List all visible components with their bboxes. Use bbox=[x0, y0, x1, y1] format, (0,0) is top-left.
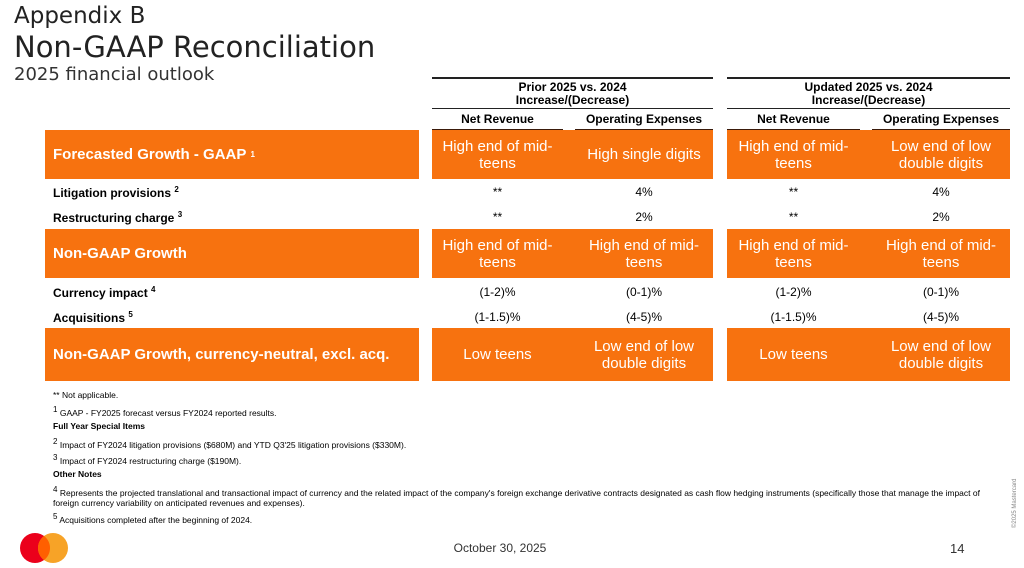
highlight-cell: High end of mid-teens bbox=[442, 137, 553, 172]
highlight-row-label: Non-GAAP Growth bbox=[45, 229, 419, 278]
highlight-cell: Low end of low double digits bbox=[890, 137, 992, 172]
highlight-cell: Low teens bbox=[759, 346, 828, 363]
row-value: (1-2)% bbox=[479, 285, 516, 299]
column-group-header: Prior 2025 vs. 2024 Increase/(Decrease) bbox=[432, 77, 713, 109]
row-label: Currency impact 4 bbox=[53, 285, 156, 300]
mastercard-logo bbox=[20, 533, 68, 563]
row-value: (4-5)% bbox=[625, 310, 662, 324]
page-title: Non-GAAP Reconciliation bbox=[14, 30, 376, 64]
highlight-row-band bbox=[727, 229, 1010, 278]
page-subtitle: 2025 financial outlook bbox=[14, 64, 215, 85]
highlight-cell: High end of mid-teens bbox=[588, 236, 700, 271]
appendix-label: Appendix B bbox=[14, 3, 146, 29]
footnote-4: 4 Represents the projected translational… bbox=[53, 485, 980, 508]
column-header: Net Revenue bbox=[727, 112, 860, 132]
highlight-cell: Low end of low double digits bbox=[593, 337, 695, 372]
row-value: ** bbox=[788, 210, 799, 224]
row-value: ** bbox=[492, 210, 503, 224]
row-value: 4% bbox=[932, 185, 950, 199]
highlight-cell: High end of mid-teens bbox=[885, 236, 997, 271]
row-value: (1-2)% bbox=[775, 285, 812, 299]
column-header: Operating Expenses bbox=[575, 112, 713, 132]
highlight-row-band bbox=[432, 229, 713, 278]
highlight-cell: Low teens bbox=[463, 346, 532, 363]
footnote-2: 2 Impact of FY2024 litigation provisions… bbox=[53, 437, 407, 450]
row-value: 4% bbox=[635, 185, 653, 199]
highlight-row-band bbox=[727, 328, 1010, 381]
row-value: (0-1)% bbox=[625, 285, 662, 299]
row-value: 2% bbox=[635, 210, 653, 224]
footnote-5: 5 Acquisitions completed after the begin… bbox=[53, 512, 253, 525]
other-notes-heading: Other Notes bbox=[53, 469, 102, 479]
highlight-cell: High end of mid-teens bbox=[442, 236, 553, 271]
column-header: Operating Expenses bbox=[872, 112, 1010, 132]
footnote-na: ** Not applicable. bbox=[53, 390, 119, 400]
footnote-1: 1 GAAP - FY2025 forecast versus FY2024 r… bbox=[53, 405, 277, 418]
highlight-row-label: Forecasted Growth - GAAP 1 bbox=[45, 130, 419, 179]
row-value: (4-5)% bbox=[922, 310, 959, 324]
highlight-cell: High end of mid-teens bbox=[738, 137, 849, 172]
row-value: (0-1)% bbox=[922, 285, 959, 299]
row-label: Acquisitions 5 bbox=[53, 310, 133, 325]
copyright: ©2025 Mastercard bbox=[1012, 478, 1018, 528]
column-header: Net Revenue bbox=[432, 112, 563, 132]
highlight-cell: High single digits bbox=[587, 146, 701, 163]
highlight-row-band bbox=[432, 328, 713, 381]
highlight-row-band bbox=[727, 130, 1010, 179]
highlight-cell: High end of mid-teens bbox=[738, 236, 849, 271]
row-value: 2% bbox=[932, 210, 950, 224]
row-value: (1-1.5)% bbox=[474, 310, 521, 324]
column-group-header: Updated 2025 vs. 2024 Increase/(Decrease) bbox=[727, 77, 1010, 109]
special-items-heading: Full Year Special Items bbox=[53, 421, 145, 431]
highlight-row-label: Non-GAAP Growth, currency-neutral, excl.… bbox=[45, 328, 419, 381]
highlight-cell: Low end of low double digits bbox=[890, 337, 992, 372]
row-value: (1-1.5)% bbox=[770, 310, 817, 324]
page-number: 14 bbox=[950, 541, 965, 556]
row-label: Litigation provisions 2 bbox=[53, 185, 179, 200]
row-value: ** bbox=[492, 185, 503, 199]
footnote-3: 3 Impact of FY2024 restructuring charge … bbox=[53, 453, 242, 466]
row-label: Restructuring charge 3 bbox=[53, 210, 183, 225]
highlight-row-band bbox=[432, 130, 713, 179]
row-value: ** bbox=[788, 185, 799, 199]
footer-date: October 30, 2025 bbox=[453, 541, 547, 555]
